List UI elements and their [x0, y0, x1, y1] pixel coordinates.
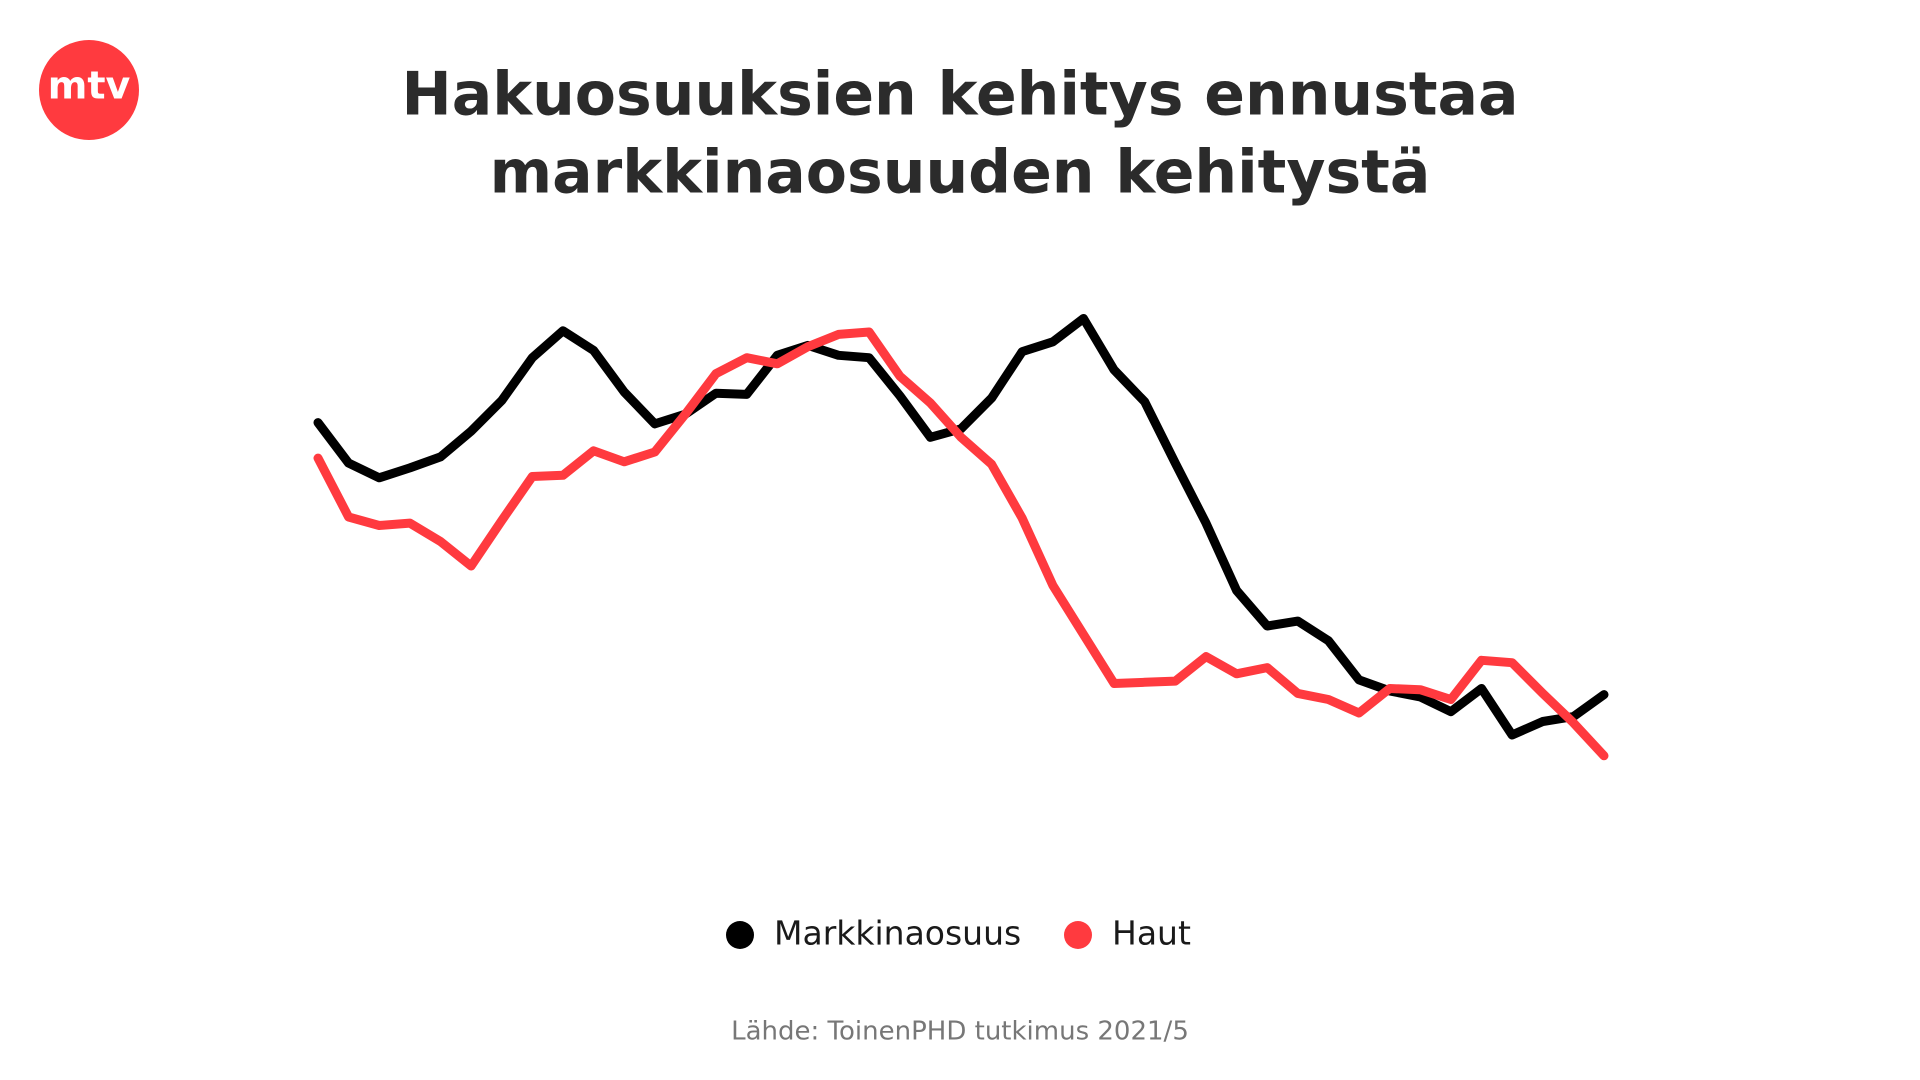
logo: mtv: [48, 64, 131, 108]
legend-label: Markkinaosuus: [774, 914, 1021, 953]
legend-marker: [726, 921, 754, 949]
series-line: [313, 314, 1609, 740]
legend-label: Haut: [1112, 914, 1191, 953]
series-line: [313, 327, 1609, 761]
chart-title: markkinaosuuden kehitystä: [490, 138, 1431, 208]
logo-circle: [39, 40, 139, 140]
source: Lähde: ToinenPHD tutkimus 2021/5: [731, 1017, 1189, 1047]
legend-marker: [1064, 921, 1092, 949]
chart-title: Hakuosuuksien kehitys ennustaa: [401, 60, 1518, 130]
